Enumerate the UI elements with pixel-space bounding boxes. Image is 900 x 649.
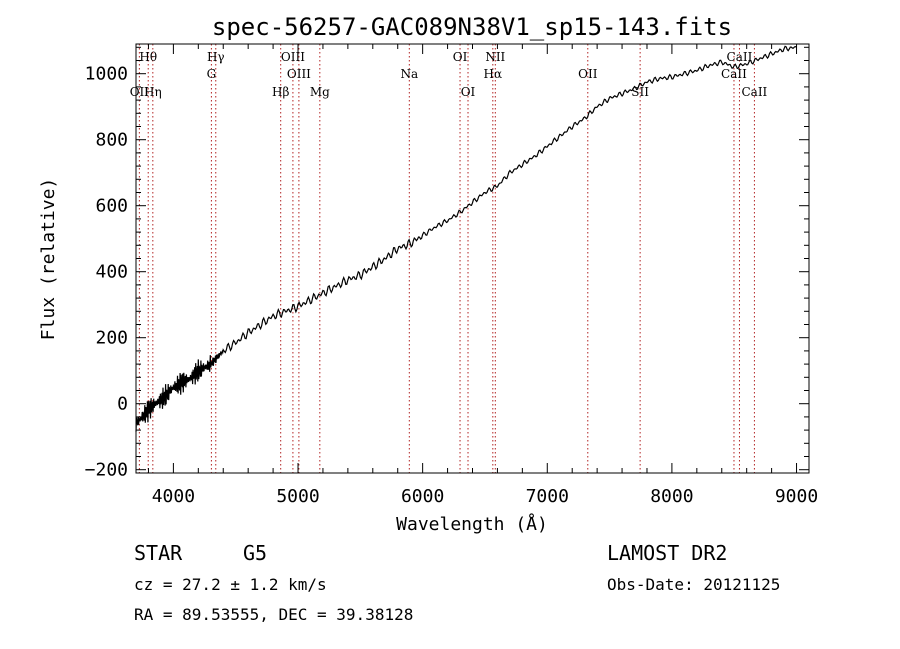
obs-date: Obs-Date: 20121125 [607,575,780,594]
x-tick-label: 5000 [276,486,319,507]
y-axis-label: Flux (relative) [38,178,59,341]
x-tick-label: 4000 [152,486,195,507]
y-tick-label: 1000 [85,64,128,85]
line-marker-label: CaII [727,50,753,64]
survey-label: LAMOST DR2 [607,541,727,565]
line-marker-label: CaII [741,85,767,99]
y-tick-label: 800 [95,130,128,151]
x-axis: 4000 5000 6000 7000 8000 9000 [147,44,818,507]
line-marker-label: CaII [721,67,747,81]
y-tick-label: 400 [95,262,128,283]
y-tick-label: 0 [117,394,128,415]
line-marker-label: Mg [310,85,330,99]
x-tick-label: 7000 [526,486,569,507]
line-marker-label: G [207,67,217,81]
spectrum-line [135,45,797,432]
line-marker-label: OI [461,85,476,99]
line-marker-label: Hα [484,67,503,81]
y-axis: −200 0 200 400 600 800 1000 [85,46,809,481]
redshift-cz: cz = 27.2 ± 1.2 km/s [134,575,327,594]
x-axis-label: Wavelength (Å) [396,513,548,535]
line-marker-label: OIII [281,50,305,64]
line-marker-label: Hη [144,85,162,99]
x-tick-label: 8000 [650,486,693,507]
x-tick-label: 6000 [401,486,444,507]
line-marker-label: Hθ [139,50,157,64]
line-marker-label: OIII [287,67,311,81]
plot-frame [135,43,810,474]
star-subclass: G5 [243,541,267,565]
ra-dec: RA = 89.53555, DEC = 39.38128 [134,605,413,624]
y-tick-label: 200 [95,328,128,349]
chart-title: spec-56257-GAC089N38V1_sp15-143.fits [212,13,732,41]
line-marker-label: Na [400,67,418,81]
y-tick-label: 600 [95,196,128,217]
line-marker-label: OII [130,85,150,99]
line-marker-label: OI [453,50,468,64]
x-tick-label: 9000 [775,486,818,507]
line-marker-label: NII [485,50,505,64]
line-marker-label: Hβ [272,85,289,99]
line-markers [138,44,755,473]
line-marker-label: OII [578,67,598,81]
star-class: STAR [134,541,183,565]
y-tick-label: −200 [85,460,128,481]
line-marker-label: Hγ [207,50,225,64]
